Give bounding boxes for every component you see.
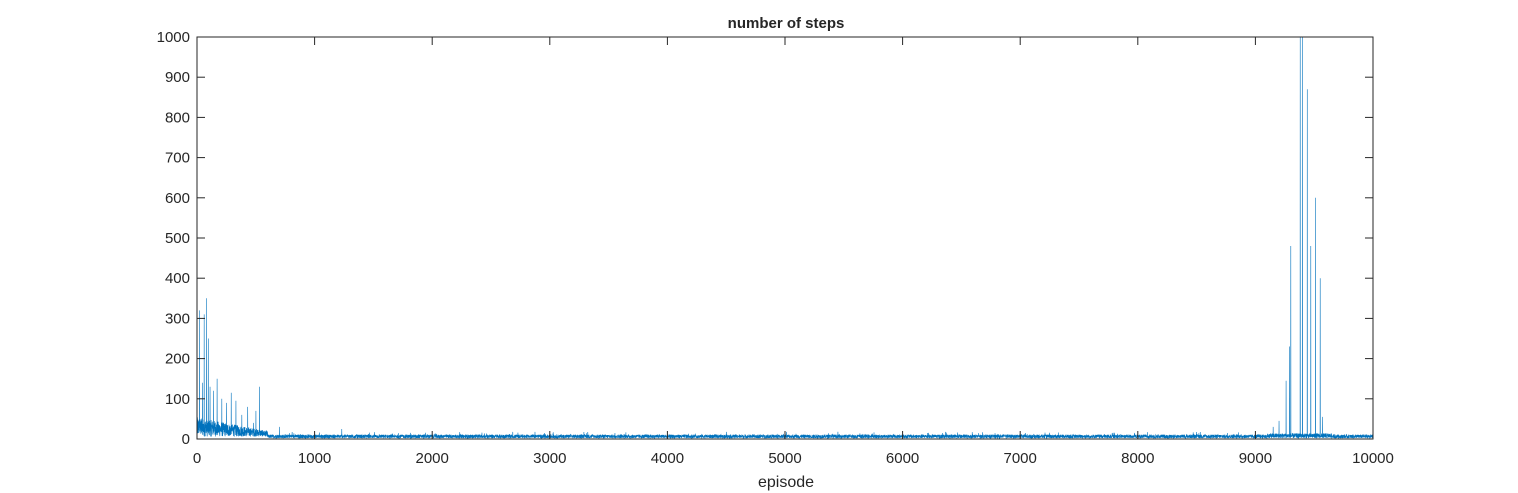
x-tick-label: 3000 <box>533 450 566 467</box>
x-tick-label: 4000 <box>651 450 684 467</box>
x-tick-label: 5000 <box>768 450 801 467</box>
x-tick-label: 2000 <box>416 450 449 467</box>
chart-title: number of steps <box>728 15 845 32</box>
y-tick-label: 700 <box>165 150 190 167</box>
y-tick-label: 500 <box>165 230 190 247</box>
x-axis-label: episode <box>758 474 814 491</box>
x-tick-label: 1000 <box>298 450 331 467</box>
y-tick-label: 800 <box>165 109 190 126</box>
x-tick-label: 10000 <box>1352 450 1394 467</box>
axes-layer: 0 1000 2000 3000 4000 5000 6000 7000 8000 9000 100… <box>157 29 1394 467</box>
x-tick-label: 8000 <box>1121 450 1154 467</box>
y-tick-label: 0 <box>182 431 190 448</box>
y-tick-label: 200 <box>165 351 190 368</box>
x-tick-label: 6000 <box>886 450 919 467</box>
x-tick-label: 7000 <box>1004 450 1037 467</box>
x-tick-label: 9000 <box>1239 450 1272 467</box>
x-tick-label: 0 <box>193 450 201 467</box>
y-tick-label: 400 <box>165 270 190 287</box>
y-tick-label: 100 <box>165 391 190 408</box>
y-tick-label: 900 <box>165 69 190 86</box>
y-tick-label: 300 <box>165 310 190 327</box>
y-tick-label: 600 <box>165 190 190 207</box>
y-tick-label: 1000 <box>157 29 190 46</box>
